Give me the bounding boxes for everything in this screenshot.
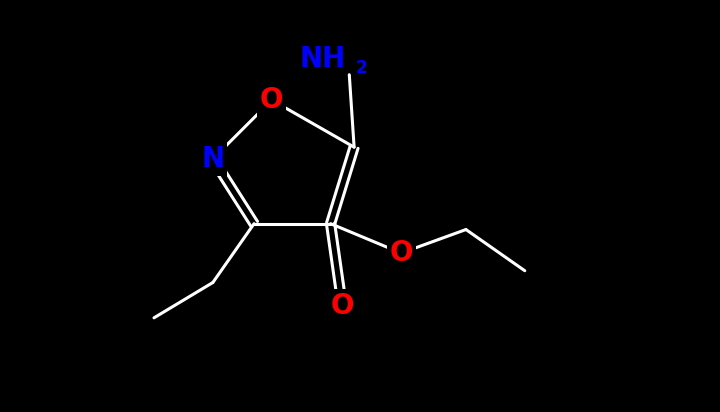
Text: N: N	[202, 145, 225, 173]
Text: NH: NH	[299, 45, 346, 73]
Text: 2: 2	[356, 59, 367, 77]
Text: O: O	[260, 86, 284, 114]
Text: O: O	[390, 239, 413, 267]
Text: O: O	[330, 292, 354, 320]
